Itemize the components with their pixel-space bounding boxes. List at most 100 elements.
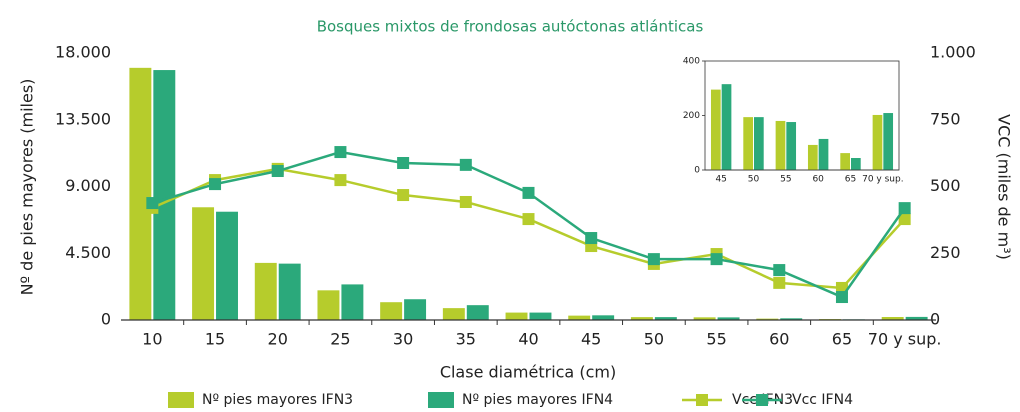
x-tick-label: 20 bbox=[268, 330, 288, 349]
bar bbox=[654, 317, 677, 320]
y-tick-label: 13.500 bbox=[55, 109, 111, 128]
bar bbox=[254, 262, 277, 320]
marker bbox=[835, 291, 848, 304]
bar bbox=[840, 153, 850, 170]
bar bbox=[592, 315, 615, 320]
legend-label: Vcc IFN4 bbox=[792, 392, 853, 408]
y2-tick-label: 0 bbox=[930, 310, 940, 329]
bar bbox=[754, 117, 764, 170]
marker bbox=[522, 186, 535, 199]
y-tick-label: 0 bbox=[101, 310, 111, 329]
marker bbox=[898, 213, 911, 226]
y2-tick-label: 500 bbox=[930, 176, 961, 195]
x-axis-label: Clase diamétrica (cm) bbox=[440, 363, 616, 382]
bar bbox=[818, 138, 829, 170]
bar bbox=[693, 317, 716, 320]
bar bbox=[404, 299, 427, 320]
x-tick-label: 60 bbox=[769, 330, 789, 349]
x-tick-label: 40 bbox=[518, 330, 538, 349]
bar bbox=[883, 113, 894, 170]
marker bbox=[647, 253, 660, 266]
bar bbox=[756, 318, 779, 320]
x-tick-label: 55 bbox=[780, 175, 791, 185]
bar bbox=[630, 317, 653, 320]
y2-tick-label: 750 bbox=[930, 109, 961, 128]
legend-swatch bbox=[428, 392, 454, 408]
inset-frame bbox=[704, 60, 900, 171]
y2-tick-label: 1.000 bbox=[930, 43, 976, 62]
bar bbox=[851, 158, 861, 170]
bar bbox=[317, 290, 340, 320]
marker bbox=[397, 157, 410, 170]
bar bbox=[881, 317, 904, 320]
x-tick-label: 50 bbox=[644, 330, 664, 349]
legend-marker bbox=[696, 394, 708, 406]
marker bbox=[459, 195, 472, 208]
y-tick-label: 4.500 bbox=[65, 243, 111, 262]
x-tick-label: 30 bbox=[393, 330, 413, 349]
marker bbox=[710, 253, 723, 266]
x-tick-label: 60 bbox=[812, 175, 824, 185]
y-tick-label: 200 bbox=[683, 111, 700, 121]
marker bbox=[773, 264, 786, 277]
marker bbox=[585, 232, 598, 245]
bar bbox=[780, 318, 803, 320]
marker bbox=[334, 174, 347, 187]
bar bbox=[216, 211, 238, 320]
y-tick-label: 400 bbox=[683, 57, 700, 67]
x-tick-label: 35 bbox=[456, 330, 476, 349]
bar bbox=[743, 117, 753, 170]
y2-axis-label: VCC (miles de m³) bbox=[995, 114, 1014, 260]
x-tick-label: 25 bbox=[330, 330, 350, 349]
bar bbox=[278, 263, 301, 320]
marker bbox=[397, 189, 410, 202]
x-tick-label: 15 bbox=[205, 330, 225, 349]
bar bbox=[721, 84, 732, 170]
marker bbox=[522, 213, 535, 226]
bar bbox=[568, 315, 591, 320]
bar bbox=[786, 122, 797, 170]
bar bbox=[192, 207, 215, 320]
y-tick-label: 0 bbox=[694, 166, 700, 176]
x-tick-label: 70 y sup. bbox=[868, 330, 942, 349]
y2-tick-label: 250 bbox=[930, 243, 961, 262]
bar bbox=[505, 312, 528, 320]
bar bbox=[129, 67, 152, 320]
x-tick-label: 45 bbox=[715, 175, 726, 185]
bar bbox=[341, 284, 364, 320]
bar bbox=[442, 308, 465, 320]
bar bbox=[807, 144, 818, 170]
legend-label: Nº pies mayores IFN3 bbox=[202, 392, 353, 408]
bar bbox=[905, 316, 928, 320]
bar bbox=[380, 302, 403, 320]
marker bbox=[898, 202, 911, 215]
x-tick-label: 45 bbox=[581, 330, 601, 349]
x-tick-label: 70 y sup. bbox=[862, 175, 903, 185]
bar bbox=[775, 120, 786, 170]
marker bbox=[271, 165, 284, 178]
marker bbox=[146, 197, 159, 210]
x-tick-label: 65 bbox=[845, 175, 856, 185]
y-tick-label: 18.000 bbox=[55, 43, 111, 62]
x-tick-label: 10 bbox=[142, 330, 162, 349]
y-tick-label: 9.000 bbox=[65, 176, 111, 195]
x-tick-label: 55 bbox=[706, 330, 726, 349]
bar bbox=[466, 305, 489, 320]
legend-swatch bbox=[168, 392, 194, 408]
bar bbox=[710, 89, 721, 170]
chart-title: Bosques mixtos de frondosas autóctonas a… bbox=[317, 18, 704, 36]
marker bbox=[459, 158, 472, 171]
x-tick-label: 50 bbox=[748, 175, 760, 185]
bar bbox=[153, 70, 176, 320]
bar bbox=[529, 312, 552, 320]
legend-label: Nº pies mayores IFN4 bbox=[462, 392, 613, 408]
marker bbox=[334, 146, 347, 159]
marker bbox=[209, 178, 222, 191]
y-axis-label: Nº de pies mayores (miles) bbox=[18, 79, 37, 296]
bar bbox=[872, 114, 883, 170]
marker bbox=[773, 276, 786, 289]
x-tick-label: 65 bbox=[832, 330, 852, 349]
legend-marker bbox=[756, 394, 768, 406]
